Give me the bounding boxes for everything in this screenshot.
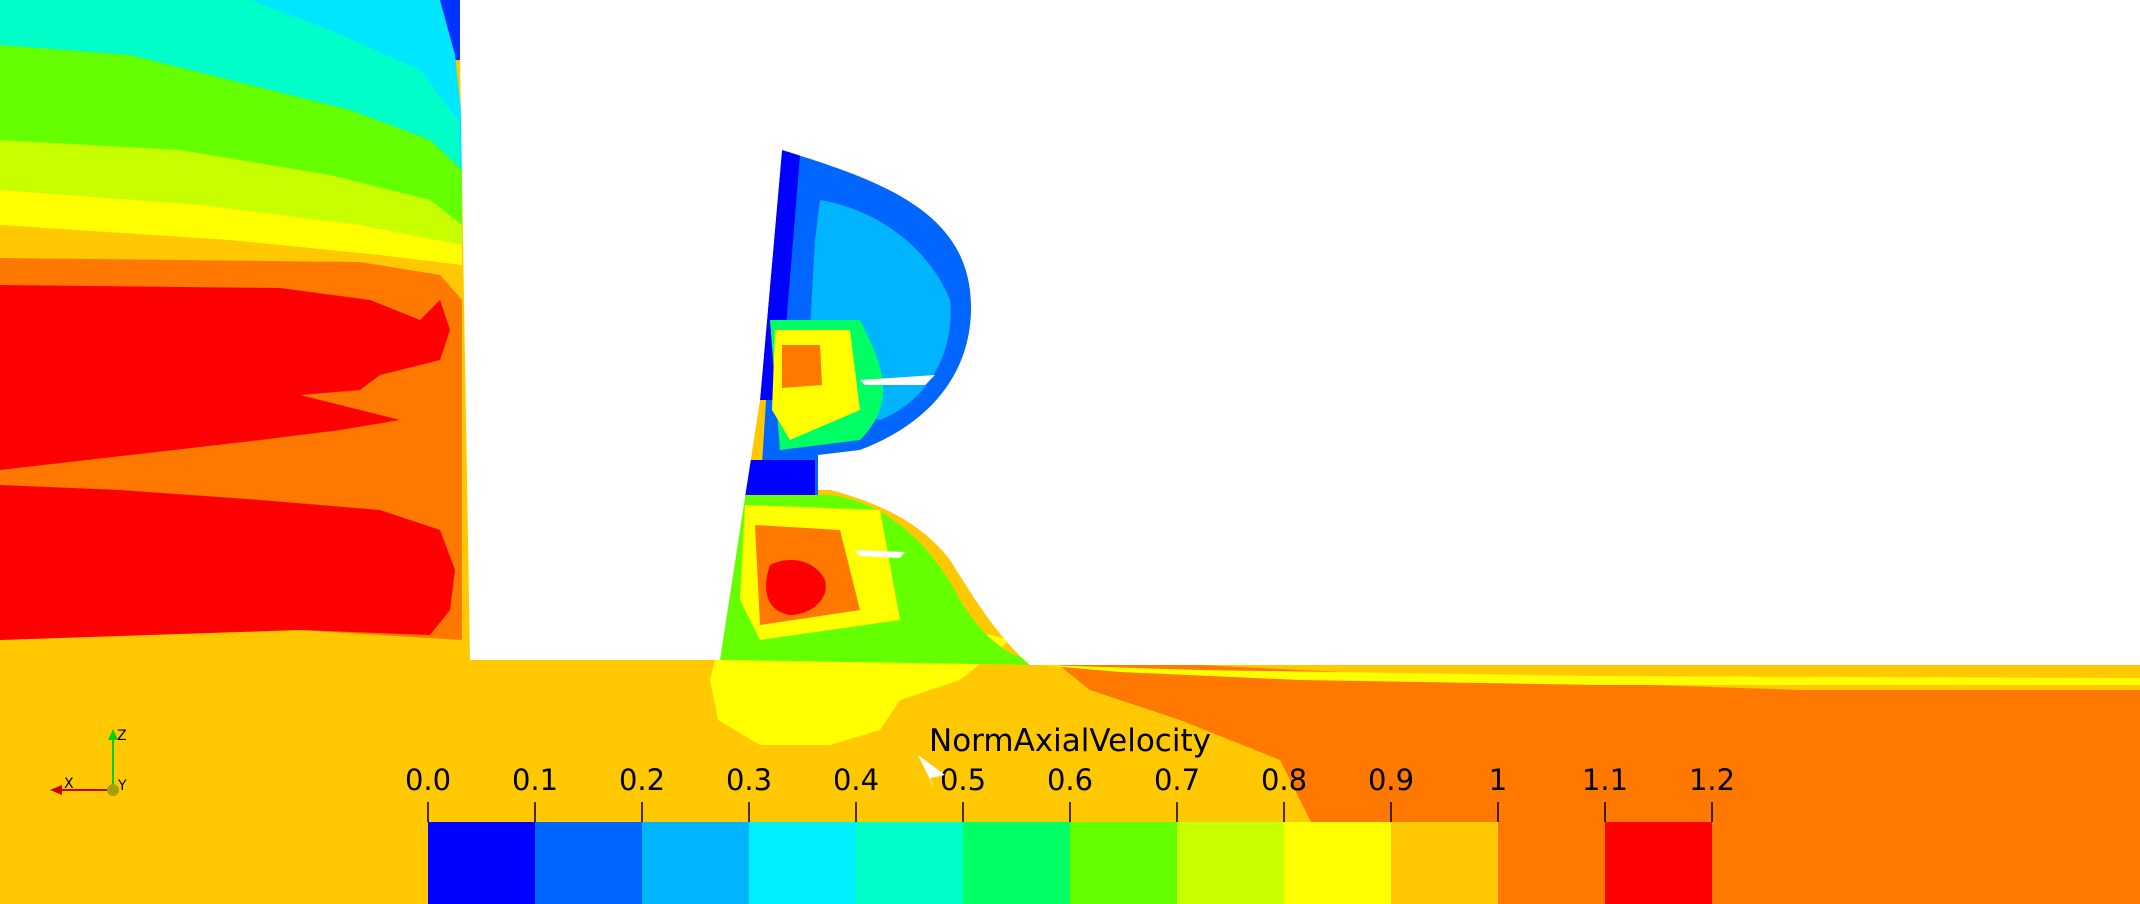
blade-region xyxy=(720,150,1040,665)
hub-red xyxy=(766,560,826,615)
upper-white-void xyxy=(460,0,2140,665)
legend-tick-label: 0.3 xyxy=(726,763,772,797)
legend-tick-labels: 0.0 0.1 0.2 0.3 0.4 0.5 0.6 0.7 0.8 0.9 1 1.1 1.2 xyxy=(405,763,1735,797)
legend-tick-label: 0.5 xyxy=(940,763,986,797)
blade-slot-lower xyxy=(855,550,905,558)
legend-tick-label: 0.6 xyxy=(1047,763,1093,797)
y-axis-dot xyxy=(107,784,119,796)
legend-swatch xyxy=(535,822,642,904)
blade-tip-blue xyxy=(760,150,800,400)
legend-tick-label: 0.7 xyxy=(1154,763,1200,797)
legend-swatch xyxy=(428,822,535,904)
legend-tick-label: 0.0 xyxy=(405,763,451,797)
blade-inner-orange xyxy=(782,345,822,388)
legend-tick-label: 0.4 xyxy=(833,763,879,797)
field-band-orange-wake xyxy=(1040,650,2140,904)
legend-swatch xyxy=(1177,822,1284,904)
legend-tick-label: 1 xyxy=(1489,763,1507,797)
pointer-marker xyxy=(918,755,945,790)
legend-swatch xyxy=(963,822,1070,904)
y-axis-label: Y xyxy=(117,778,127,794)
legend-tick-label: 0.9 xyxy=(1368,763,1414,797)
x-axis-arrow xyxy=(50,785,62,795)
legend-tick-label: 0.8 xyxy=(1261,763,1307,797)
legend-title: NormAxialVelocity xyxy=(929,723,1211,759)
legend-swatch xyxy=(1391,822,1498,904)
legend-swatch xyxy=(1284,822,1391,904)
field-band-red-lower xyxy=(0,485,455,640)
legend-ticks xyxy=(427,802,1713,822)
legend-swatch xyxy=(856,822,963,904)
orientation-axes: Z X Y xyxy=(50,728,127,796)
legend-swatch xyxy=(1498,822,1605,904)
blade-slot-upper xyxy=(860,375,935,385)
z-axis-label: Z xyxy=(117,728,127,744)
z-axis-arrow xyxy=(108,729,118,740)
legend-swatch xyxy=(642,822,749,904)
legend-tick-label: 1.2 xyxy=(1689,763,1735,797)
field-band-yellow-wake xyxy=(1040,665,2140,685)
geometry-voids xyxy=(460,0,2140,665)
legend-swatch xyxy=(749,822,856,904)
legend-swatch xyxy=(1605,822,1712,904)
legend-swatch xyxy=(1070,822,1177,904)
hub-blue-gap xyxy=(740,460,815,495)
x-axis-label: X xyxy=(64,776,74,792)
legend-tick-label: 0.1 xyxy=(512,763,558,797)
color-legend: NormAxialVelocity 0.0 0.1 0.2 0.3 0.4 0.5 0.6 0… xyxy=(405,723,1735,904)
legend-swatches xyxy=(428,822,1712,904)
legend-tick-label: 1.1 xyxy=(1582,763,1628,797)
legend-tick-label: 0.2 xyxy=(619,763,665,797)
field-band-red-upper xyxy=(0,285,450,470)
